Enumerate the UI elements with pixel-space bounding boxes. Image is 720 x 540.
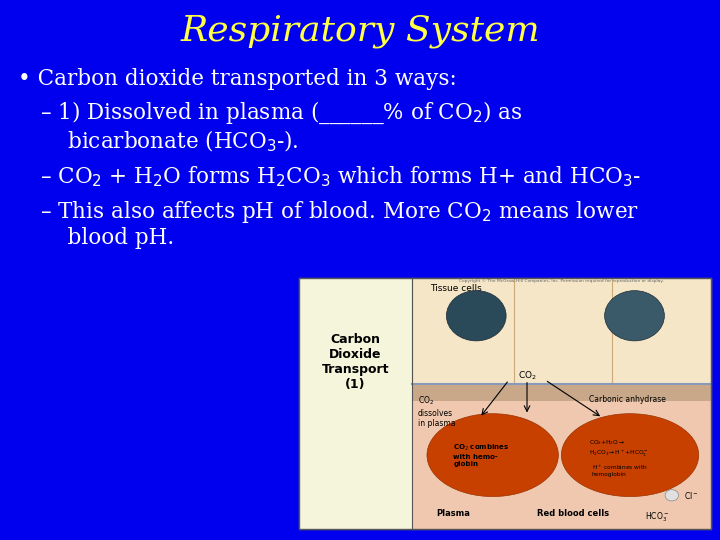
Text: CO$_2$
dissolves
in plasma: CO$_2$ dissolves in plasma <box>418 395 456 428</box>
Text: CO$_2$+H$_2$O$\rightarrow$
H$_2$CO$_3$$\rightarrow$H$^+$+HCO$_3^-$: CO$_2$+H$_2$O$\rightarrow$ H$_2$CO$_3$$\… <box>589 438 649 459</box>
Text: blood pH.: blood pH. <box>40 227 174 249</box>
Text: Cl$^-$: Cl$^-$ <box>684 490 698 501</box>
Text: Tissue cells: Tissue cells <box>430 285 482 293</box>
Text: Red blood cells: Red blood cells <box>537 509 610 518</box>
Text: H$^+$ combines with
hemoglobin: H$^+$ combines with hemoglobin <box>592 463 647 477</box>
Bar <box>412 383 711 401</box>
Text: Plasma: Plasma <box>436 509 470 518</box>
Ellipse shape <box>446 291 506 341</box>
Text: bicarbonate (HCO$_3$-).: bicarbonate (HCO$_3$-). <box>40 129 298 154</box>
Text: HCO$_3^-$: HCO$_3^-$ <box>645 510 669 524</box>
Text: Respiratory System: Respiratory System <box>180 14 540 48</box>
Text: – This also affects pH of blood. More CO$_2$ means lower: – This also affects pH of blood. More CO… <box>40 199 639 225</box>
Ellipse shape <box>605 291 665 341</box>
Bar <box>299 278 711 529</box>
Bar <box>412 401 711 529</box>
Text: • Carbon dioxide transported in 3 ways:: • Carbon dioxide transported in 3 ways: <box>18 68 456 90</box>
Ellipse shape <box>562 414 698 497</box>
Text: Carbon
Dioxide
Transport
(1): Carbon Dioxide Transport (1) <box>322 333 390 392</box>
Ellipse shape <box>665 490 678 501</box>
Text: CO$_2$: CO$_2$ <box>518 370 536 382</box>
Bar <box>299 278 711 529</box>
Text: CO$_2$ combines
with hemo-
globin: CO$_2$ combines with hemo- globin <box>454 443 510 467</box>
Ellipse shape <box>427 414 559 497</box>
Bar <box>412 278 711 383</box>
Text: Copyright © The McGraw-Hill Companies, Inc. Permission required for reproduction: Copyright © The McGraw-Hill Companies, I… <box>459 279 664 284</box>
Text: – CO$_2$ + H$_2$O forms H$_2$CO$_3$ which forms H+ and HCO$_3$-: – CO$_2$ + H$_2$O forms H$_2$CO$_3$ whic… <box>40 165 641 190</box>
Text: – 1) Dissolved in plasma (______% of CO$_2$) as: – 1) Dissolved in plasma (______% of CO$… <box>40 100 522 126</box>
Bar <box>299 278 412 529</box>
Text: Carbonic anhydrase: Carbonic anhydrase <box>588 395 665 404</box>
